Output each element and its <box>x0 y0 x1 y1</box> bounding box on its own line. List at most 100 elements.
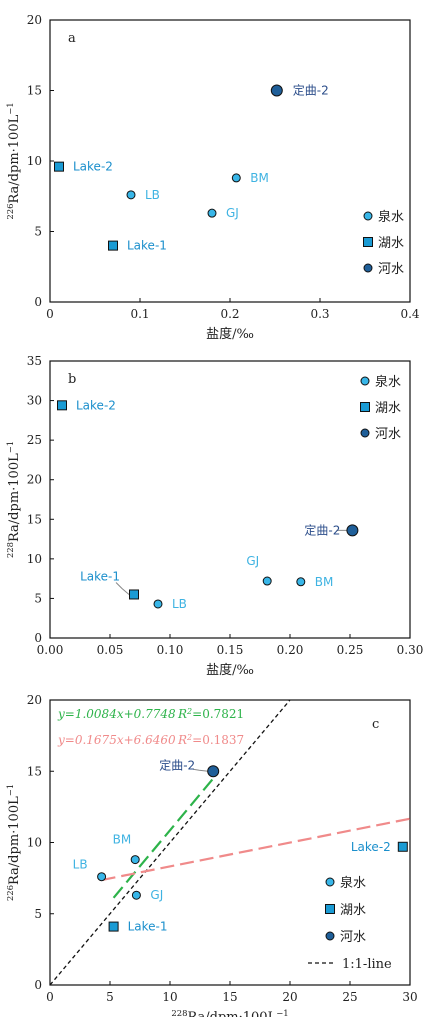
data-point <box>54 161 64 172</box>
data-point <box>153 599 163 609</box>
legend-label-river: 河水 <box>378 262 404 277</box>
y-tick-label: 35 <box>27 354 42 368</box>
legend-marker-lake <box>325 904 335 914</box>
y-tick-label: 5 <box>34 907 42 921</box>
data-point <box>126 190 136 200</box>
y-tick-label: 15 <box>27 84 42 98</box>
point-label: GJ <box>150 888 163 902</box>
y-tick-label: 5 <box>34 591 42 605</box>
fit-r2-red: R2=0.1837 <box>177 733 244 748</box>
y-tick-label: 5 <box>34 225 42 239</box>
legend-marker-spring <box>325 877 335 887</box>
fit-equation-red: y=0.1675x+6.6460 <box>57 733 176 747</box>
data-point <box>57 400 67 411</box>
y-tick-label: 0 <box>34 295 42 309</box>
x-tick-label: 25 <box>342 990 357 1004</box>
legend-marker-spring <box>363 211 373 221</box>
x-tick-label: 0.10 <box>157 643 184 657</box>
panel-label: b <box>68 372 76 387</box>
panel-b: 0.00 0.05 0.10 0.15 0.20 0.25 0.30 0 5 10 15 20 25 30… <box>5 354 423 678</box>
x-tick-label: 0.1 <box>130 307 149 321</box>
fit-line-green <box>112 777 215 899</box>
x-tick-label: 0.2 <box>220 307 239 321</box>
label-leader <box>193 768 209 772</box>
y-tick-label: 20 <box>27 693 42 707</box>
point-label: Lake-2 <box>73 160 113 174</box>
legend-label-spring: 泉水 <box>378 209 404 225</box>
x-axis-title: 228Ra/dpm·100L−1 <box>171 1008 288 1017</box>
fit-r2-green: R2=0.7821 <box>177 707 244 722</box>
y-tick-label: 10 <box>27 154 42 168</box>
legend-label-lake: 湖水 <box>375 401 401 416</box>
data-point <box>129 589 139 600</box>
x-tick-label: 10 <box>162 990 177 1004</box>
data-point <box>296 577 306 587</box>
data-point <box>108 921 119 932</box>
point-label: Lake-1 <box>127 239 167 253</box>
legend-marker-river <box>360 428 370 438</box>
panel-label: c <box>372 717 379 732</box>
y-axis-title: 228Ra/dpm·100L−1 <box>5 441 22 558</box>
point-label: LB <box>73 858 88 872</box>
x-tick-label: 5 <box>106 990 114 1004</box>
legend-label-river: 河水 <box>375 427 401 442</box>
x-tick-label: 0.05 <box>97 643 124 657</box>
x-tick-label: 0.3 <box>310 307 329 321</box>
x-tick-label: 0.30 <box>397 643 424 657</box>
x-tick-label: 0 <box>46 307 54 321</box>
y-tick-label: 15 <box>27 512 42 526</box>
point-label: Lake-2 <box>351 840 391 854</box>
y-tick-label: 10 <box>27 552 42 566</box>
legend-marker-river <box>363 263 373 273</box>
point-label: Lake-2 <box>76 398 116 412</box>
point-label: GJ <box>226 206 239 220</box>
data-point <box>207 765 220 778</box>
legend-label-spring: 泉水 <box>375 374 401 390</box>
x-axis-title: 盐度/‰ <box>206 662 254 678</box>
legend-label-1to1: 1:1-line <box>342 957 392 972</box>
fit-equation-green: y=1.0084x+0.7748 <box>57 707 176 721</box>
x-tick-label: 0.25 <box>337 643 364 657</box>
x-tick-label: 15 <box>222 990 237 1004</box>
point-label: BM <box>315 575 334 589</box>
x-tick-label: 0 <box>46 990 54 1004</box>
x-tick-label: 0.20 <box>277 643 304 657</box>
data-point <box>97 872 107 882</box>
point-label: BM <box>113 833 132 847</box>
y-tick-label: 25 <box>27 433 42 447</box>
panel-c: 0 5 10 15 20 25 30 0 5 10 15 20 228Ra/dpm·100L−1 226R… <box>5 693 418 1017</box>
x-tick-label: 0.15 <box>217 643 244 657</box>
data-point <box>207 208 217 218</box>
legend-marker-lake <box>363 237 373 247</box>
legend-label-lake: 湖水 <box>378 236 404 251</box>
point-label: BM <box>250 171 269 185</box>
data-point <box>262 576 272 586</box>
y-tick-label: 20 <box>27 473 42 487</box>
point-label: 定曲-2 <box>304 522 340 537</box>
y-tick-label: 0 <box>34 631 42 645</box>
point-label: Lake-1 <box>80 569 120 583</box>
y-tick-label: 15 <box>27 764 42 778</box>
panel-a: 0 0.1 0.2 0.3 0.4 0 5 10 15 20 盐度/‰ 226Ra/dpm·100L−… <box>5 13 420 342</box>
panel-label: a <box>68 31 76 46</box>
legend-label-lake: 湖水 <box>340 903 366 918</box>
point-label: 定曲-2 <box>293 83 329 98</box>
legend-label-river: 河水 <box>340 930 366 945</box>
y-axis-title: 226Ra/dpm·100L−1 <box>5 102 22 219</box>
x-tick-label: 0.00 <box>37 643 64 657</box>
y-tick-label: 30 <box>27 394 42 408</box>
legend-marker-spring <box>360 376 370 386</box>
y-axis-title: 226Ra/dpm·100L−1 <box>5 784 22 901</box>
y-tick-label: 10 <box>27 836 42 850</box>
x-axis-title: 盐度/‰ <box>206 326 254 342</box>
data-point <box>270 84 283 97</box>
data-point <box>346 524 359 537</box>
x-tick-label: 0.4 <box>400 307 419 321</box>
point-label: LB <box>172 597 187 611</box>
y-tick-label: 20 <box>27 13 42 27</box>
point-label: GJ <box>246 554 259 568</box>
x-tick-label: 30 <box>402 990 417 1004</box>
point-label: Lake-1 <box>128 920 168 934</box>
data-point <box>131 890 141 900</box>
x-tick-label: 20 <box>282 990 297 1004</box>
